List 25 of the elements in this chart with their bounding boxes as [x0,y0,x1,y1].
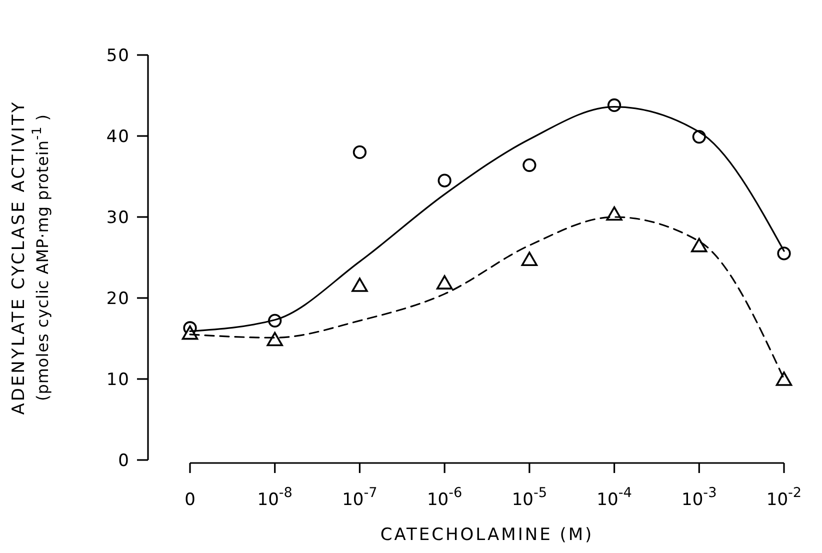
point [352,145,367,160]
y-tick-label: 0 [118,450,130,471]
point [521,252,538,266]
point [777,246,791,260]
point [436,275,453,290]
x-tick-label: 10$^{-4}$ [596,485,632,510]
x-tick-label: 10$^{-5}$ [512,485,548,510]
point [266,332,283,346]
point [352,278,368,292]
x-tick-label: 10$^{-7}$ [342,485,378,510]
point [691,238,708,252]
y-tick-label: 10 [106,370,130,390]
x-tick-label: 10$^{-3}$ [682,485,717,510]
x-tick-label: 0 [184,490,196,510]
y-tick-label: 40 [106,126,130,147]
point [776,372,792,386]
point [522,158,536,172]
y-tick-label: 30 [106,208,130,228]
x-tick-label: 10$^{-2}$ [766,485,802,510]
x-tick-label: 10$^{-8}$ [257,485,292,510]
point [438,174,452,188]
y-tick-label: 50 [106,46,130,66]
y-tick-label: 20 [106,288,130,309]
x-tick-label: 10$^{-6}$ [426,485,462,510]
x-axis-title: CATECHOLAMINE (M) [380,525,594,545]
